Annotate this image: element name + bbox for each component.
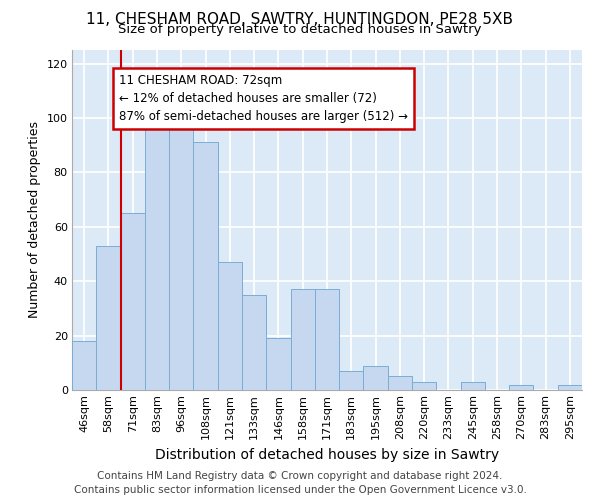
Text: Size of property relative to detached houses in Sawtry: Size of property relative to detached ho… — [118, 22, 482, 36]
Bar — [218, 262, 242, 390]
Text: Contains HM Land Registry data © Crown copyright and database right 2024.
Contai: Contains HM Land Registry data © Crown c… — [74, 471, 526, 495]
Bar — [558, 384, 582, 390]
Bar — [509, 384, 533, 390]
Bar — [388, 376, 412, 390]
Bar — [290, 290, 315, 390]
Bar — [193, 142, 218, 390]
Bar — [412, 382, 436, 390]
Bar — [266, 338, 290, 390]
Bar — [121, 213, 145, 390]
Text: 11, CHESHAM ROAD, SAWTRY, HUNTINGDON, PE28 5XB: 11, CHESHAM ROAD, SAWTRY, HUNTINGDON, PE… — [86, 12, 514, 28]
X-axis label: Distribution of detached houses by size in Sawtry: Distribution of detached houses by size … — [155, 448, 499, 462]
Bar — [461, 382, 485, 390]
Bar — [242, 295, 266, 390]
Bar — [96, 246, 121, 390]
Text: 11 CHESHAM ROAD: 72sqm
← 12% of detached houses are smaller (72)
87% of semi-det: 11 CHESHAM ROAD: 72sqm ← 12% of detached… — [119, 74, 407, 123]
Bar — [364, 366, 388, 390]
Y-axis label: Number of detached properties: Number of detached properties — [28, 122, 41, 318]
Bar — [169, 124, 193, 390]
Bar — [145, 116, 169, 390]
Bar — [315, 290, 339, 390]
Bar — [339, 371, 364, 390]
Bar — [72, 341, 96, 390]
